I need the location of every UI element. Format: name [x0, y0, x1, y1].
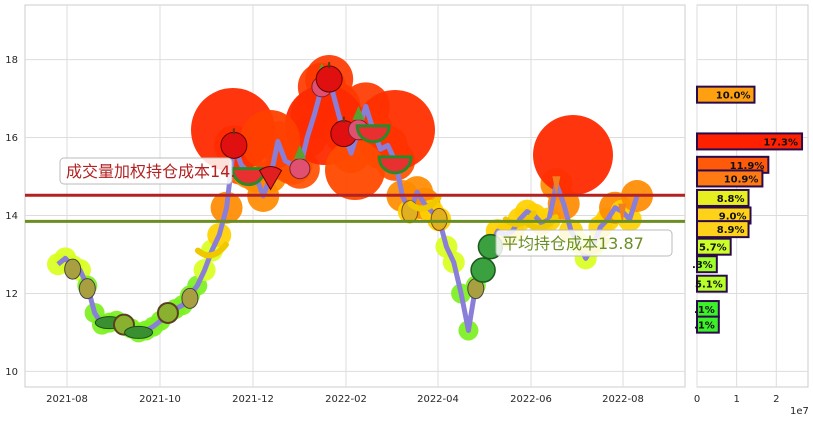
- distribution-bar-label: 8.9%: [717, 225, 745, 236]
- y-tick-label: 14: [5, 211, 18, 222]
- fruit-markers: [64, 62, 627, 339]
- x-tick-label: 2022-06: [510, 394, 552, 405]
- large-volume-bubble: [325, 140, 385, 200]
- distribution-bar-label: 8.8%: [717, 194, 745, 205]
- distribution-bar-label: 9.0%: [719, 211, 747, 222]
- distribution-bar-rect: [696, 274, 728, 293]
- distribution-bar-rect: [696, 237, 732, 256]
- distribution-bar: .3%: [692, 255, 718, 274]
- apple-marker: [315, 62, 343, 93]
- distribution-bar-label: 10.0%: [716, 91, 751, 102]
- distribution-bar-label: .3%: [692, 260, 713, 271]
- distribution-bar-label: 5.7%: [699, 243, 727, 254]
- banana-marker: [194, 241, 229, 259]
- side-x-tick-label: 1: [733, 394, 739, 405]
- distribution-bar: 8.9%: [696, 220, 750, 239]
- distribution-bar: 5.7%: [696, 237, 732, 256]
- banana-marker: [407, 194, 442, 212]
- distribution-bar: 11.9%: [696, 155, 770, 174]
- distribution-bar: .1%: [694, 315, 720, 334]
- distribution-bar-label: .1%: [694, 305, 715, 316]
- side-x-tick-labels: 0 1 2: [694, 394, 780, 405]
- kiwi-marker: [156, 301, 179, 324]
- y-tick-label: 12: [5, 289, 18, 300]
- distribution-bar-label: 10.9%: [724, 174, 759, 185]
- x-tick-label: 2021-08: [46, 394, 88, 405]
- large-volume-bubble: [240, 110, 300, 170]
- pear-marker: [64, 258, 82, 280]
- distribution-bar-label: .1%: [694, 321, 715, 332]
- cost-label-box: [59, 157, 233, 185]
- main-y-tick-labels: 10 12 14 16 18: [5, 55, 18, 378]
- pineapple-marker: [430, 207, 448, 231]
- distribution-bar: 8.8%: [696, 188, 750, 207]
- distribution-bars: 10.0% 17.3% 11.9% 10.9% 8.8% 9.0% 8.9% 5.7% .3% 5…: [692, 85, 804, 334]
- distribution-bar-rect: [696, 255, 718, 274]
- distribution-bar: 10.0%: [696, 85, 756, 104]
- cost-lines: 成交量加权持仓成本14. 平均持仓成本13.87: [25, 157, 685, 257]
- distribution-bar-rect: [696, 132, 804, 151]
- y-tick-label: 10: [5, 367, 18, 378]
- distribution-bar-rect: [696, 188, 750, 207]
- distribution-bar-rect: [696, 220, 750, 239]
- pear-marker: [181, 287, 199, 309]
- x-tick-label: 2022-04: [417, 394, 459, 405]
- peapod-marker: [124, 325, 154, 339]
- watermelon-marker: [355, 124, 391, 144]
- side-chart-panel: 10.0% 17.3% 11.9% 10.9% 8.8% 9.0% 8.9% 5.7% .3% 5…: [692, 4, 809, 417]
- y-tick-label: 18: [5, 55, 18, 66]
- main-x-tick-labels: 2021-08 2021-10 2021-12 2022-02 2022-04 2022-…: [46, 394, 644, 405]
- large-volume-bubble: [533, 115, 613, 195]
- carrot-marker: [552, 176, 561, 197]
- y-tick-label: 16: [5, 133, 18, 144]
- side-x-tick-label: 2: [773, 394, 779, 405]
- side-x-tick-label: 0: [694, 394, 700, 405]
- distribution-bar: 17.3%: [696, 132, 804, 151]
- x-tick-label: 2021-12: [232, 394, 274, 405]
- x-tick-label: 2022-02: [325, 394, 367, 405]
- distribution-bar-rect: [696, 85, 756, 104]
- pear-marker: [78, 278, 96, 300]
- carrot-marker: [618, 203, 627, 224]
- apple-marker: [220, 128, 248, 159]
- distribution-bar-rect: [696, 169, 764, 188]
- strawberry-marker: [258, 166, 283, 191]
- distribution-bar: 5.1%: [695, 274, 728, 293]
- radish-marker: [289, 144, 311, 180]
- main-chart-panel: 成交量加权持仓成本14.平均持仓成本13.87 2021-08 2021-10 20…: [5, 4, 686, 405]
- cost-label: 成交量加权持仓成本14.: [66, 162, 235, 181]
- x-tick-label: 2022-08: [602, 394, 644, 405]
- distribution-bar-label: 17.3%: [763, 137, 798, 148]
- watermelon-marker: [377, 155, 413, 175]
- distribution-bar: .1%: [694, 300, 720, 319]
- distribution-bar-label: 5.1%: [695, 280, 723, 291]
- melon-marker: [470, 257, 496, 283]
- side-x-multiplier: 1e7: [790, 406, 809, 417]
- x-tick-label: 2021-10: [139, 394, 181, 405]
- cost-label-box: [495, 229, 673, 257]
- distribution-bar-label: 11.9%: [730, 161, 765, 172]
- distribution-bar-rect: [696, 315, 720, 334]
- cost-label: 平均持仓成本13.87: [502, 234, 644, 253]
- distribution-bar: 10.9%: [696, 169, 764, 188]
